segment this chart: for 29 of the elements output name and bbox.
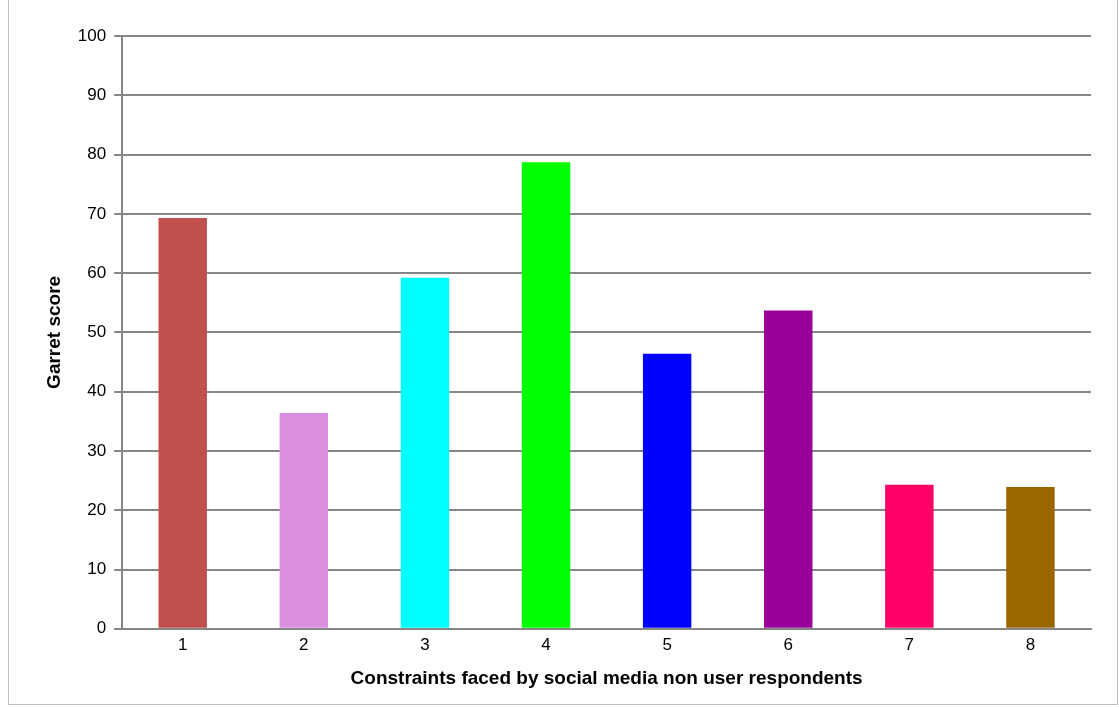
x-tick-label: 1 (177, 634, 188, 654)
y-tick-label: 50 (87, 322, 107, 342)
y-tick-label: 30 (87, 440, 107, 460)
bar (279, 413, 329, 628)
y-tick-label: 0 (96, 618, 107, 638)
bar (521, 162, 571, 628)
x-tick-label: 4 (541, 634, 551, 654)
y-tick-label: 70 (87, 203, 107, 223)
y-tick-label: 40 (87, 381, 107, 401)
x-axis-title: Constraints faced by social media non user respondents (350, 666, 863, 688)
bar (642, 353, 692, 628)
y-tick-label: 90 (87, 84, 107, 104)
y-tick-label: 10 (87, 559, 107, 579)
x-tick-label: 7 (904, 634, 915, 654)
bar (885, 484, 934, 628)
x-tick-label: 5 (662, 634, 672, 654)
y-axis-title: Garret score (42, 275, 64, 389)
bar (158, 217, 207, 628)
bar (400, 277, 450, 628)
x-tick-label: 8 (1025, 634, 1036, 654)
bar (764, 310, 813, 628)
y-tick-label: 100 (77, 25, 107, 45)
x-tick-label: 6 (783, 634, 793, 654)
x-tick-label: 3 (420, 634, 430, 654)
y-tick-label: 20 (87, 499, 107, 519)
y-tick-label: 60 (87, 262, 107, 282)
y-tick-label: 80 (87, 144, 107, 164)
x-tick-label: 2 (299, 634, 309, 654)
bar (1006, 487, 1055, 628)
